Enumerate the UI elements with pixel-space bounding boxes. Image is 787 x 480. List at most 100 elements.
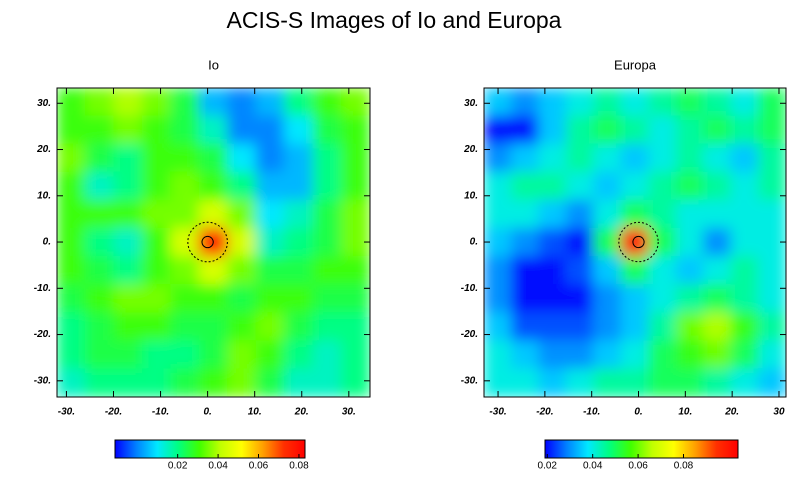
heatmap-cell <box>484 312 512 341</box>
heatmap-cell <box>170 312 199 341</box>
heatmap-cell <box>113 256 142 285</box>
x-tick-label: 0. <box>634 407 642 418</box>
heatmap-cell <box>57 200 86 229</box>
heatmap-cell <box>256 144 285 173</box>
heatmap-cell <box>676 172 704 201</box>
heatmap-cell <box>284 228 313 257</box>
heatmap-cell <box>648 368 676 397</box>
heatmap-cell <box>199 368 228 397</box>
colorbar-tick-label: 0.08 <box>674 461 694 472</box>
heatmap-cell <box>593 228 621 257</box>
heatmap-cell <box>113 312 142 341</box>
heatmap-cell <box>648 144 676 173</box>
heatmap-cell <box>284 200 313 229</box>
heatmap-cell <box>648 200 676 229</box>
heatmap-cell <box>566 340 594 369</box>
heatmap-cell <box>142 312 171 341</box>
heatmap-cell <box>538 368 566 397</box>
heatmap-cell <box>566 116 594 145</box>
heatmap-cell <box>142 200 171 229</box>
heatmap-cell <box>85 312 114 341</box>
heatmap-cell <box>313 256 342 285</box>
heatmap-cell <box>484 116 512 145</box>
x-tick-label: -20. <box>105 407 122 418</box>
y-tick-label: -20. <box>461 329 478 340</box>
heatmap-cell <box>170 144 199 173</box>
heatmap-cell <box>142 144 171 173</box>
heatmap-cell <box>538 312 566 341</box>
x-tick-label: 10. <box>248 407 262 418</box>
y-tick-label: 10. <box>464 190 478 201</box>
heatmap-cell <box>758 312 786 341</box>
heatmap-cell <box>566 228 594 257</box>
heatmap-cell <box>85 284 114 313</box>
colorbar <box>115 440 305 458</box>
heatmap-cell <box>731 88 759 117</box>
heatmap-cell <box>170 172 199 201</box>
heatmap-cell <box>341 144 370 173</box>
y-tick-label: -30. <box>34 375 51 386</box>
heatmap-cell <box>313 284 342 313</box>
heatmap-cell <box>57 116 86 145</box>
heatmap-cell <box>57 172 86 201</box>
figure-title: ACIS-S Images of Io and Europa <box>227 7 562 33</box>
heatmap-cell <box>284 256 313 285</box>
heatmap-cell <box>341 340 370 369</box>
heatmap-cell <box>284 284 313 313</box>
heatmap-cell <box>621 312 649 341</box>
heatmap-cell <box>341 368 370 397</box>
heatmap-cell <box>227 256 256 285</box>
heatmap-cell <box>511 256 539 285</box>
heatmap-cell <box>142 256 171 285</box>
heatmap-cell <box>313 88 342 117</box>
heatmap-cell <box>731 256 759 285</box>
heatmap-cell <box>113 172 142 201</box>
heatmap-cell <box>731 284 759 313</box>
heatmap-cell <box>57 312 86 341</box>
heatmap-cell <box>703 88 731 117</box>
heatmap-cell <box>538 200 566 229</box>
heatmap-cell <box>621 368 649 397</box>
heatmap-cell <box>256 312 285 341</box>
heatmap-cell <box>57 340 86 369</box>
heatmap-cell <box>284 116 313 145</box>
heatmap-cell <box>284 144 313 173</box>
heatmap-cell <box>284 312 313 341</box>
heatmap-cell <box>142 368 171 397</box>
heatmap-cell <box>113 228 142 257</box>
heatmap-cell <box>703 228 731 257</box>
x-tick-label: 20. <box>724 407 739 418</box>
heatmap-cell <box>511 284 539 313</box>
heatmap-cell <box>199 340 228 369</box>
heatmap-cell <box>676 228 704 257</box>
heatmap-cell <box>256 256 285 285</box>
heatmap-cell <box>566 144 594 173</box>
heatmap-cell <box>341 256 370 285</box>
heatmap-cell <box>758 200 786 229</box>
heatmap-cell <box>142 172 171 201</box>
heatmap-cell <box>256 200 285 229</box>
heatmap-cell <box>85 256 114 285</box>
heatmap-cell <box>85 116 114 145</box>
y-tick-label: 20. <box>463 144 478 155</box>
heatmap-cell <box>341 116 370 145</box>
heatmap-cell <box>758 340 786 369</box>
colorbar-tick-label: 0.02 <box>168 461 188 472</box>
x-tick-label: 0. <box>203 407 211 418</box>
x-tick-label: -10. <box>583 407 600 418</box>
heatmap-cell <box>511 228 539 257</box>
heatmap-cell <box>731 200 759 229</box>
heatmap-cell <box>538 116 566 145</box>
y-tick-label: 20. <box>36 144 51 155</box>
heatmap-cell <box>758 144 786 173</box>
heatmap-cell <box>758 256 786 285</box>
heatmap-cell <box>341 200 370 229</box>
heatmap-cell <box>142 88 171 117</box>
x-tick-label: -30. <box>58 407 75 418</box>
heatmap-cell <box>731 172 759 201</box>
heatmap-cell <box>341 88 370 117</box>
heatmap-cell <box>170 340 199 369</box>
heatmap-cell <box>703 312 731 341</box>
heatmap-cell <box>227 116 256 145</box>
heatmap-cell <box>170 228 199 257</box>
